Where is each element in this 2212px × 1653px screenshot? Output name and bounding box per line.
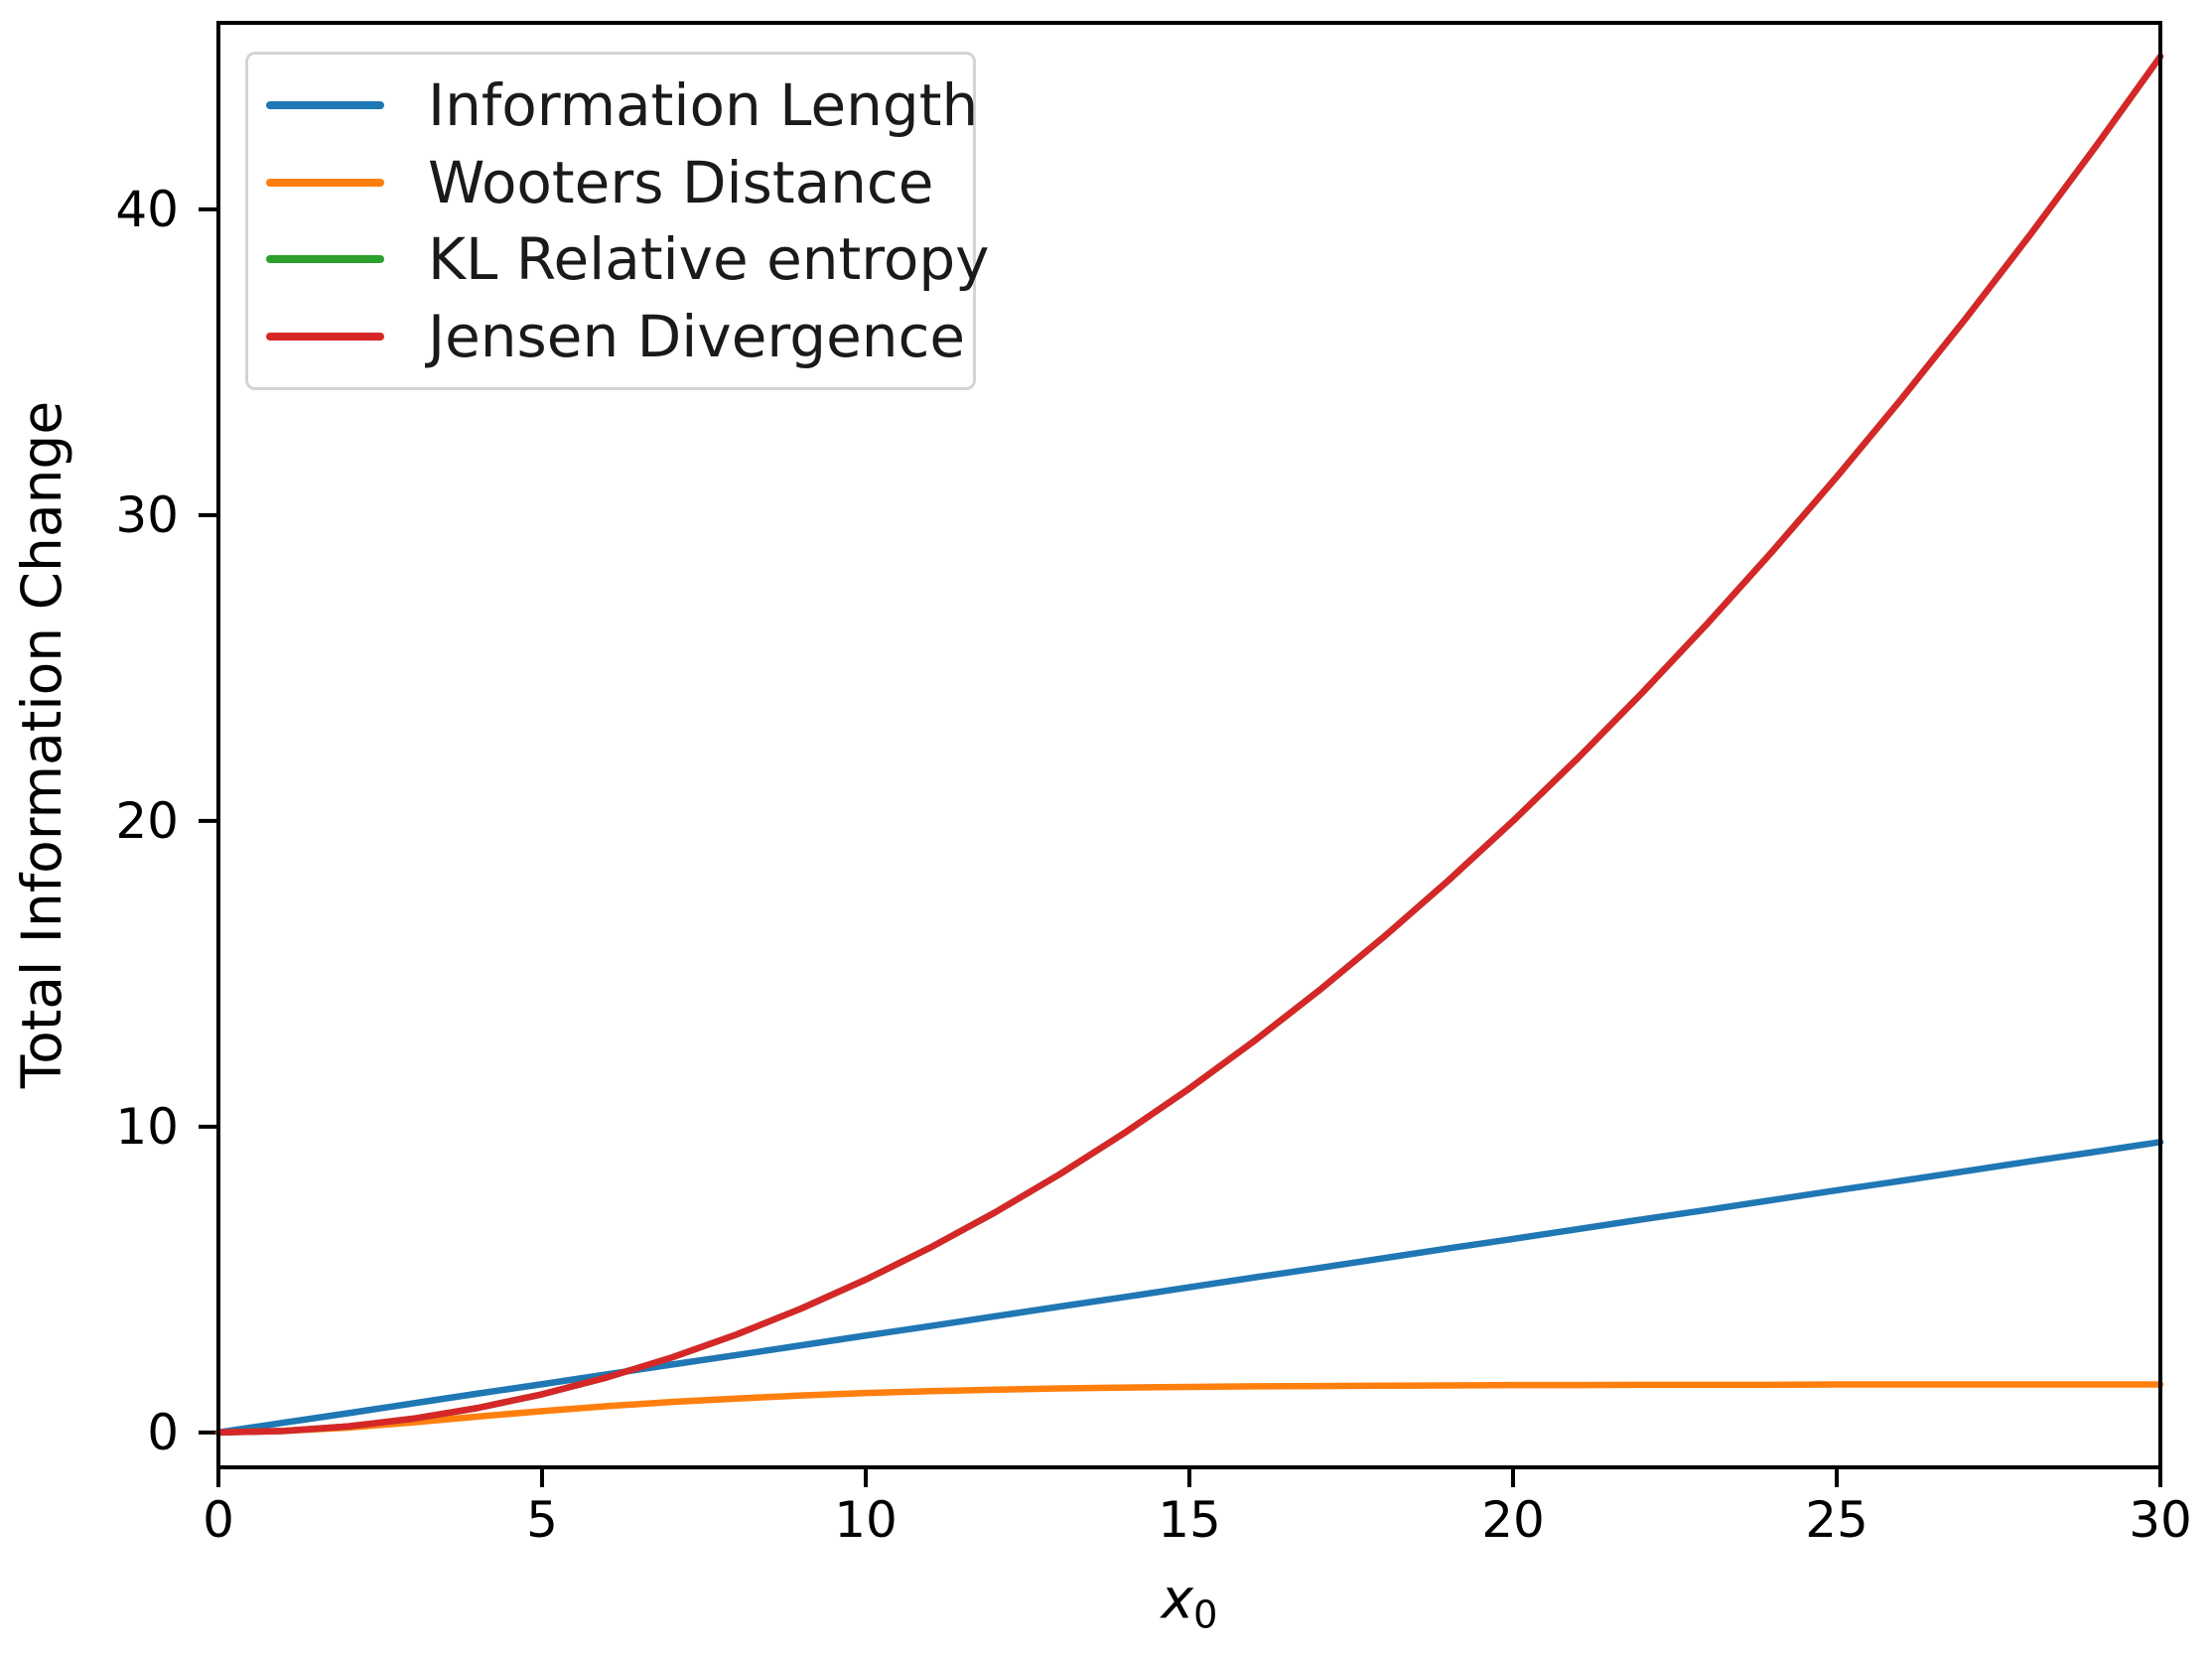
legend-swatch-jensen-divergence bbox=[266, 333, 384, 342]
y-tick-label: 40 bbox=[115, 180, 179, 238]
legend-swatch-information-length bbox=[266, 100, 384, 109]
series-lines bbox=[214, 53, 2164, 1437]
legend-label: KL Relative entropy bbox=[428, 225, 990, 294]
x-tick-label: 25 bbox=[1805, 1491, 1868, 1549]
y-axis-label: Total Information Change bbox=[10, 400, 73, 1089]
legend: Information Length Wooters Distance KL R… bbox=[245, 52, 990, 390]
legend-label: Wooters Distance bbox=[428, 148, 934, 216]
series-line-wooters-distance bbox=[214, 1381, 2164, 1437]
legend-item: Wooters Distance bbox=[266, 145, 963, 220]
x-tick-label: 5 bbox=[526, 1491, 558, 1549]
legend-swatch-wooters-distance bbox=[266, 178, 384, 187]
x-axis-label: x0 bbox=[1161, 1568, 1217, 1638]
x-tick-label: 10 bbox=[834, 1491, 898, 1549]
plot-border bbox=[216, 21, 2162, 1469]
y-tick-label: 10 bbox=[115, 1097, 179, 1156]
x-tick-label: 30 bbox=[2129, 1491, 2192, 1549]
legend-item: Information Length bbox=[266, 68, 978, 143]
legend-label: Jensen Divergence bbox=[428, 303, 966, 371]
legend-label: Information Length bbox=[428, 70, 979, 139]
x-tick-label: 20 bbox=[1481, 1491, 1545, 1549]
legend-item: KL Relative entropy bbox=[266, 221, 990, 297]
x-axis-label-subscript: 0 bbox=[1193, 1592, 1218, 1638]
series-line-information-length bbox=[214, 1139, 2164, 1437]
legend-item: Jensen Divergence bbox=[266, 299, 966, 374]
y-tick-label: 0 bbox=[147, 1403, 179, 1461]
y-tick-label: 30 bbox=[115, 485, 179, 544]
legend-swatch-kl-relative-entropy bbox=[266, 255, 384, 264]
tick-marks bbox=[199, 207, 2162, 1487]
x-axis-label-base: x bbox=[1161, 1567, 1194, 1631]
series-line-jensen-divergence bbox=[214, 53, 2164, 1437]
y-tick-label: 20 bbox=[115, 791, 179, 850]
x-tick-label: 15 bbox=[1158, 1491, 1221, 1549]
x-tick-label: 0 bbox=[203, 1491, 234, 1549]
